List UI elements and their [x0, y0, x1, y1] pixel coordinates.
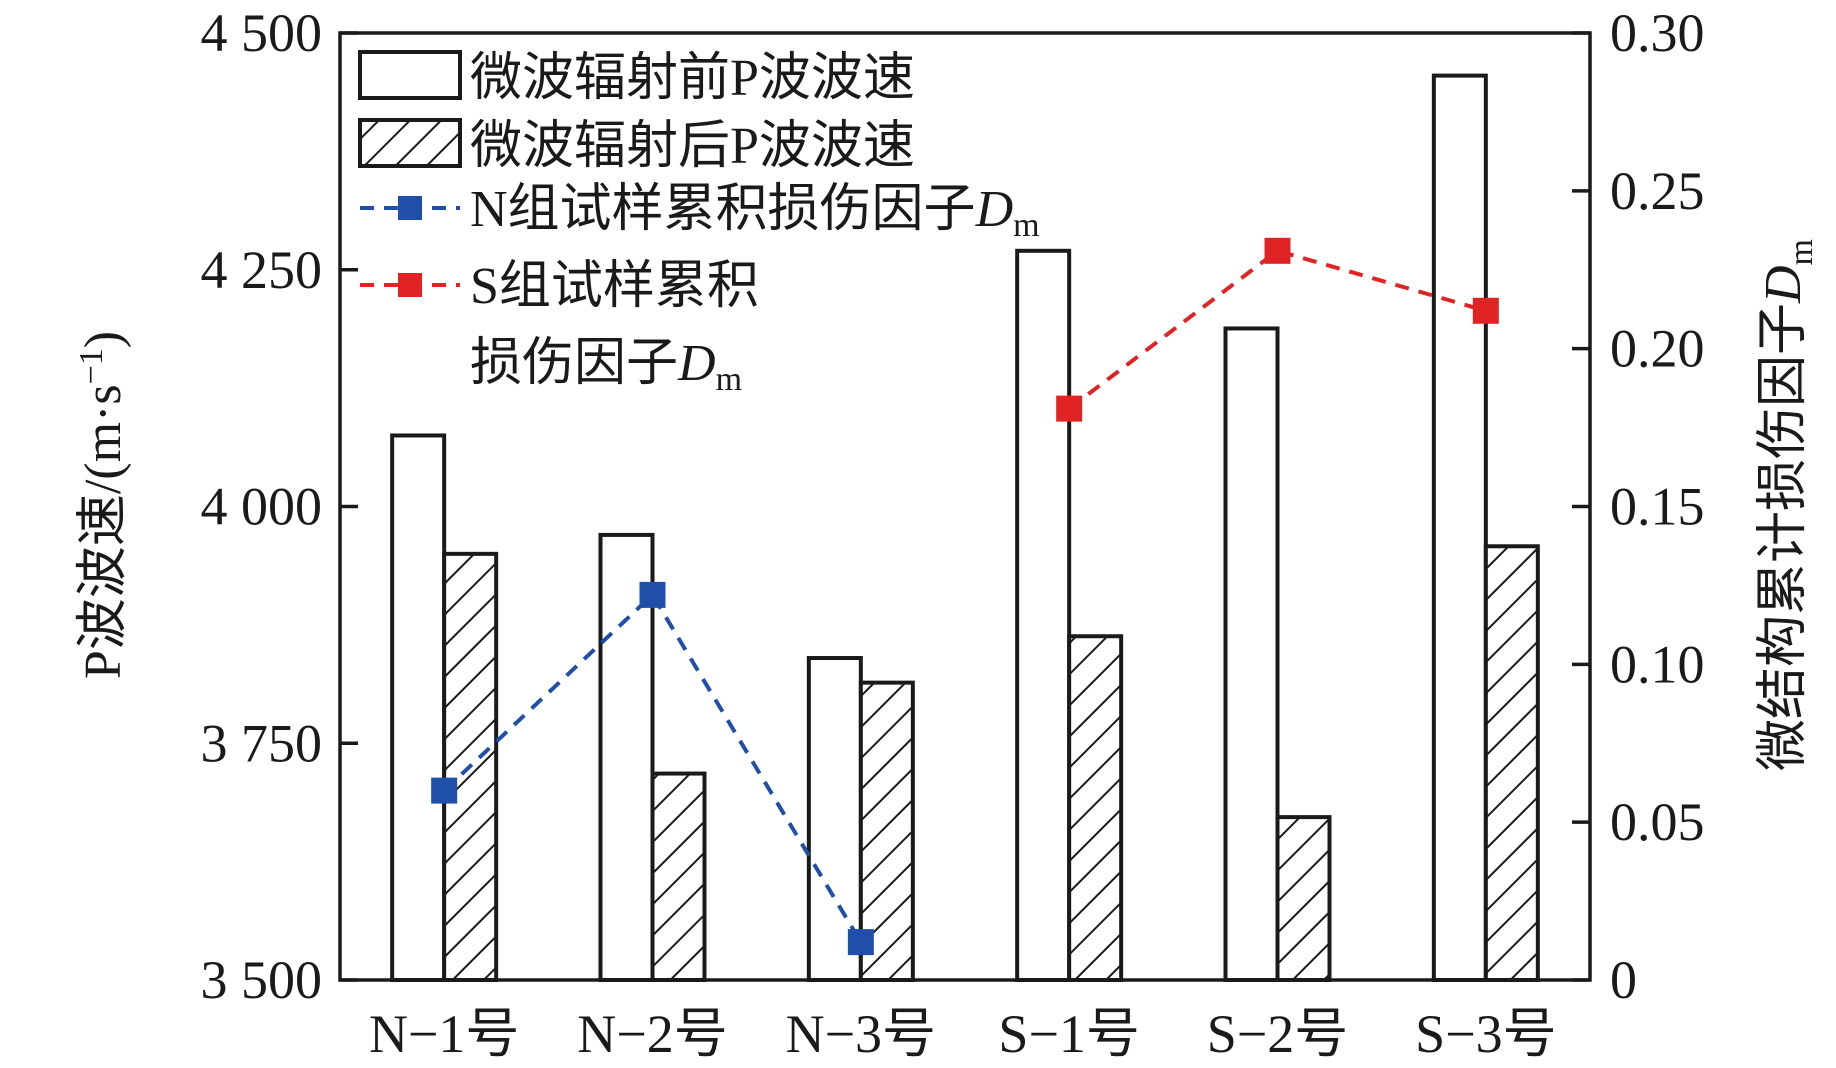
line-marker-s-1 — [1056, 395, 1083, 422]
bars-layer — [390, 73, 1540, 983]
x-tick-label: N−3号 — [786, 1004, 936, 1064]
x-tick-label: S−1号 — [998, 1004, 1140, 1064]
left-tick-label: 4 500 — [201, 3, 323, 63]
bar-after-6 — [1483, 544, 1540, 982]
line-marker-n-3 — [847, 929, 874, 956]
legend-label-after: 微波辐射后P波波速 — [470, 118, 915, 175]
right-tick-label: 0.05 — [1610, 792, 1705, 852]
legend-marker-s — [398, 273, 422, 297]
right-tick-label: 0.25 — [1610, 161, 1705, 221]
right-axis-title: 微结构累计损伤因子Dm — [1755, 239, 1820, 771]
bar-before-1 — [390, 433, 447, 983]
line-marker-n-2 — [639, 581, 666, 608]
legend-label-before: 微波辐射前P波波速 — [470, 50, 915, 107]
legend-swatch-after — [358, 118, 462, 168]
bar-before-6 — [1431, 73, 1488, 983]
left-tick-label: 4 000 — [201, 477, 323, 537]
legend-label-n: N组试样累积损伤因子Dm — [470, 181, 1040, 244]
right-tick-label: 0.10 — [1610, 634, 1705, 694]
line-marker-n-1 — [431, 777, 458, 804]
left-tick-label: 3 500 — [201, 950, 323, 1010]
line-marker-s-3 — [1472, 297, 1499, 324]
bar-after-5 — [1275, 815, 1332, 983]
legend-marker-n — [398, 196, 422, 220]
legend: 微波辐射前P波波速 微波辐射后P波波速 N组试样累积损伤因子Dm S组试样累积 … — [358, 50, 1040, 398]
line-marker-s-2 — [1264, 237, 1291, 264]
bar-before-5 — [1223, 326, 1280, 982]
x-tick-label: S−3号 — [1415, 1004, 1557, 1064]
legend-swatch-before — [358, 50, 462, 100]
x-tick-label: S−2号 — [1207, 1004, 1349, 1064]
left-axis-title: P波波速/(m·s−1) — [73, 331, 132, 679]
right-tick-label: 0.30 — [1610, 3, 1705, 63]
right-axis: 0 0.05 0.10 0.15 0.20 0.25 0.30 — [1572, 3, 1705, 1010]
bar-after-2 — [650, 771, 707, 983]
legend-label-s-line2: 损伤因子Dm — [470, 335, 742, 398]
lines-layer — [431, 237, 1499, 956]
legend-label-s-line1: S组试样累积 — [470, 258, 759, 315]
x-axis: N−1号 N−2号 N−3号 S−1号 S−2号 S−3号 — [369, 1004, 1557, 1064]
left-axis: 3 500 3 750 4 000 4 250 4 500 — [201, 3, 358, 1010]
right-tick-label: 0.20 — [1610, 319, 1705, 379]
line-series-n — [442, 591, 863, 944]
left-tick-label: 3 750 — [201, 713, 323, 773]
x-tick-label: N−1号 — [369, 1004, 519, 1064]
bar-before-4 — [1015, 248, 1072, 982]
plot-frame — [338, 31, 1592, 982]
right-tick-label: 0 — [1610, 950, 1637, 1010]
bar-after-4 — [1067, 634, 1124, 982]
right-tick-label: 0.15 — [1610, 477, 1705, 537]
x-tick-label: N−2号 — [577, 1004, 727, 1064]
left-tick-label: 4 250 — [201, 240, 323, 300]
